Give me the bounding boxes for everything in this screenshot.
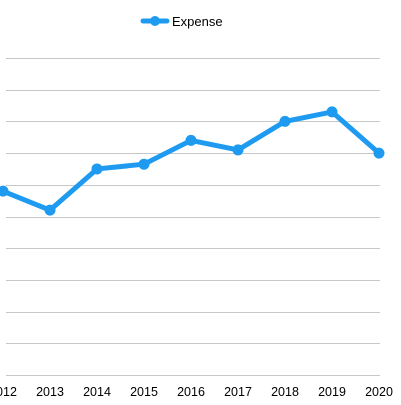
data-point-2014 <box>91 163 103 175</box>
x-tick-label-2020: 2020 <box>365 385 393 399</box>
legend-marker-expense <box>150 16 160 26</box>
data-point-2018 <box>279 115 291 127</box>
data-point-2012 <box>0 185 9 197</box>
x-tick-label-2017: 2017 <box>224 385 252 399</box>
series-expense <box>0 106 385 216</box>
x-tick-label-2014: 2014 <box>83 385 111 399</box>
x-tick-label-2013: 2013 <box>36 385 64 399</box>
data-point-2013 <box>44 204 56 216</box>
data-point-2017 <box>232 144 244 156</box>
data-point-2019 <box>326 106 338 118</box>
data-point-2015 <box>138 158 150 170</box>
series-line-expense <box>0 109 382 213</box>
series-points <box>0 106 385 216</box>
legend: Expense <box>140 14 223 29</box>
x-tick-label-2015: 2015 <box>130 385 158 399</box>
x-tick-label-2012: 2012 <box>0 385 17 399</box>
data-point-2020 <box>373 147 385 159</box>
gridlines <box>6 58 380 376</box>
x-tick-label-2018: 2018 <box>271 385 299 399</box>
legend-label-expense: Expense <box>172 14 223 29</box>
x-axis-tick-labels: 2012 2013 2014 2015 2016 2017 2018 2019 2020 <box>0 385 393 399</box>
x-tick-label-2019: 2019 <box>318 385 346 399</box>
data-point-2016 <box>185 134 197 146</box>
x-tick-label-2016: 2016 <box>177 385 205 399</box>
